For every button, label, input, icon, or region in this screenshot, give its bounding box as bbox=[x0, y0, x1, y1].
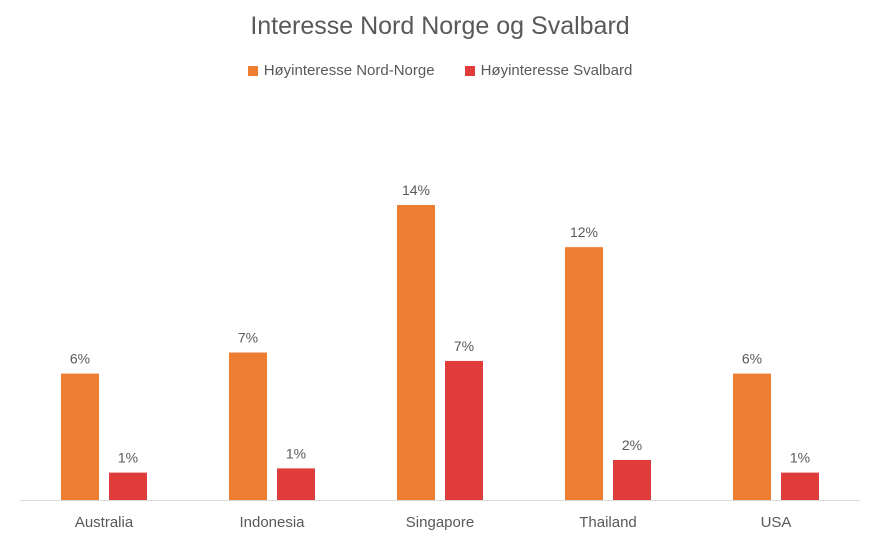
legend-swatch-nord-norge bbox=[247, 65, 258, 76]
bar-svalbard-singapore bbox=[445, 360, 483, 500]
data-label-nord-norge-australia: 6% bbox=[70, 351, 90, 367]
legend-entry-nord-norge: Høyinteresse Nord-Norge bbox=[247, 62, 435, 79]
bar-nord-norge-usa bbox=[733, 373, 771, 500]
x-tick-label-singapore: Singapore bbox=[406, 514, 474, 531]
legend-label-svalbard: Høyinteresse Svalbard bbox=[480, 62, 633, 79]
bar-nord-norge-australia bbox=[61, 373, 99, 500]
x-tick-label-indonesia: Indonesia bbox=[239, 514, 305, 531]
data-label-nord-norge-usa: 6% bbox=[742, 351, 762, 367]
bar-svalbard-usa bbox=[781, 472, 819, 500]
bar-nord-norge-indonesia bbox=[229, 352, 267, 500]
bar-svalbard-australia bbox=[109, 472, 147, 500]
bar-svalbard-indonesia bbox=[277, 468, 315, 500]
data-label-nord-norge-singapore: 14% bbox=[402, 182, 430, 198]
data-label-svalbard-australia: 1% bbox=[118, 450, 138, 466]
data-label-svalbard-indonesia: 1% bbox=[286, 445, 306, 461]
data-label-svalbard-thailand: 2% bbox=[622, 437, 642, 453]
x-tick-label-usa: USA bbox=[761, 514, 792, 531]
data-label-svalbard-usa: 1% bbox=[790, 450, 810, 466]
chart-title: Interesse Nord Norge og Svalbard bbox=[250, 12, 630, 40]
data-label-nord-norge-thailand: 12% bbox=[570, 224, 598, 240]
bar-nord-norge-thailand bbox=[565, 247, 603, 500]
data-label-svalbard-singapore: 7% bbox=[454, 338, 474, 354]
legend-label-nord-norge: Høyinteresse Nord-Norge bbox=[263, 62, 435, 79]
legend: Høyinteresse Nord-Norge Høyinteresse Sva… bbox=[0, 62, 880, 79]
data-label-nord-norge-indonesia: 7% bbox=[238, 330, 258, 346]
legend-entry-svalbard: Høyinteresse Svalbard bbox=[464, 62, 633, 79]
legend-swatch-svalbard bbox=[464, 65, 475, 76]
bar-svalbard-thailand bbox=[613, 459, 651, 500]
x-tick-label-thailand: Thailand bbox=[579, 514, 637, 531]
bar-nord-norge-singapore bbox=[397, 205, 435, 500]
x-tick-label-australia: Australia bbox=[75, 514, 134, 531]
